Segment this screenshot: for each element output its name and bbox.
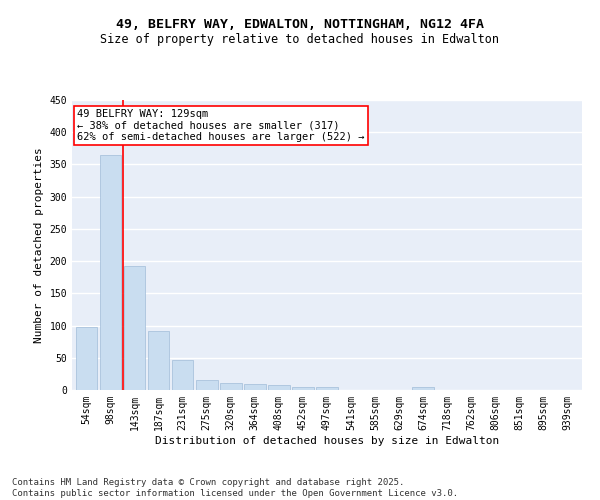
Text: 49 BELFRY WAY: 129sqm
← 38% of detached houses are smaller (317)
62% of semi-det: 49 BELFRY WAY: 129sqm ← 38% of detached … <box>77 108 365 142</box>
Bar <box>196 380 218 390</box>
Bar <box>268 385 290 390</box>
Bar <box>220 383 242 390</box>
Text: 49, BELFRY WAY, EDWALTON, NOTTINGHAM, NG12 4FA: 49, BELFRY WAY, EDWALTON, NOTTINGHAM, NG… <box>116 18 484 30</box>
Bar <box>76 327 97 390</box>
Bar <box>292 387 314 390</box>
Y-axis label: Number of detached properties: Number of detached properties <box>34 147 44 343</box>
Bar <box>148 330 169 390</box>
Bar <box>100 155 121 390</box>
X-axis label: Distribution of detached houses by size in Edwalton: Distribution of detached houses by size … <box>155 436 499 446</box>
Bar <box>316 387 338 390</box>
Bar <box>124 266 145 390</box>
Bar <box>412 388 434 390</box>
Bar <box>172 360 193 390</box>
Bar <box>244 384 266 390</box>
Text: Size of property relative to detached houses in Edwalton: Size of property relative to detached ho… <box>101 32 499 46</box>
Text: Contains HM Land Registry data © Crown copyright and database right 2025.
Contai: Contains HM Land Registry data © Crown c… <box>12 478 458 498</box>
